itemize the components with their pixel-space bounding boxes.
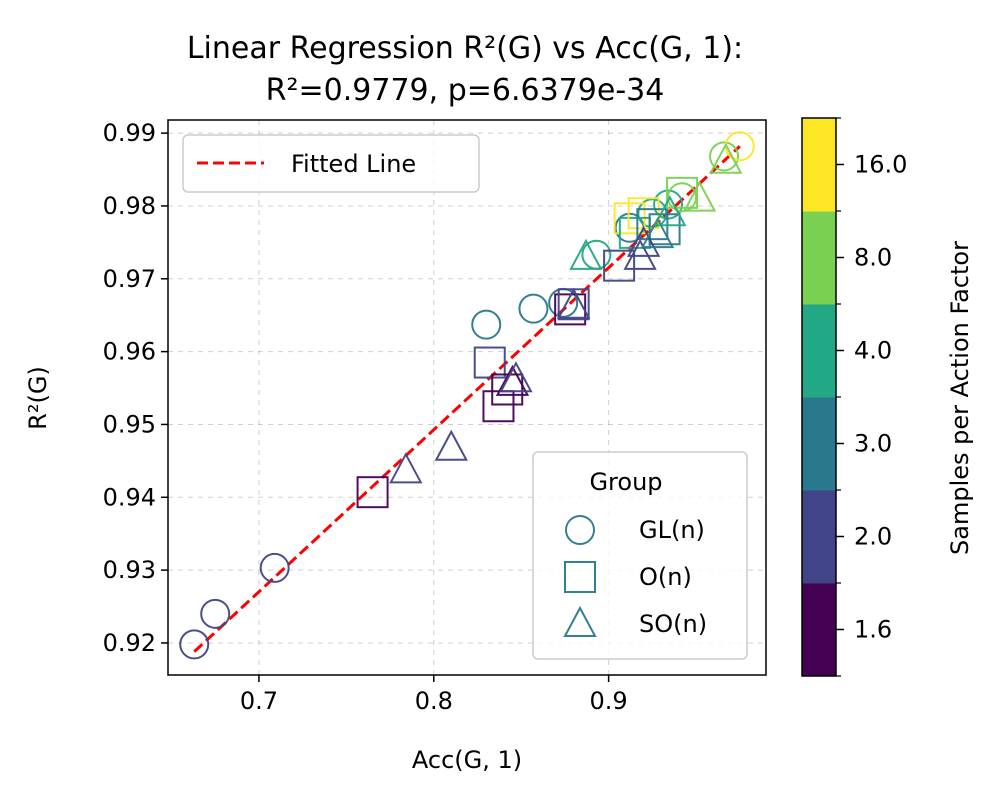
- fit-legend-label: Fitted Line: [291, 150, 416, 178]
- y-tick-label: 0.94: [103, 483, 156, 511]
- so-point: [569, 238, 603, 270]
- colorbar-segment: [802, 397, 836, 491]
- colorbar-segment: [802, 211, 836, 305]
- gl-point: [518, 293, 549, 324]
- fitted-regression-line: [193, 145, 741, 653]
- so-point: [626, 225, 661, 257]
- y-tick-label: 0.96: [103, 338, 156, 366]
- so-point: [653, 195, 687, 227]
- y-tick-label: 0.93: [103, 556, 156, 584]
- colorbar-tick-label: 2.0: [854, 523, 892, 551]
- o-point: [648, 213, 681, 246]
- colorbar-tick-label: 1.6: [854, 616, 892, 644]
- so-point: [389, 452, 423, 484]
- colorbar-segment: [802, 583, 836, 677]
- y-tick-label: 0.98: [103, 192, 156, 220]
- gl-point: [709, 141, 740, 172]
- so-point: [640, 216, 675, 249]
- colorbar-segment: [802, 118, 836, 212]
- group-legend: Group GL(n) O(n) SO(n): [532, 451, 748, 660]
- colorbar-tick-label: 4.0: [854, 337, 892, 365]
- legend-marker-square: [564, 561, 596, 593]
- so-point: [556, 287, 591, 319]
- o-point: [636, 208, 669, 241]
- colorbar-segment: [802, 304, 836, 398]
- gl-point: [200, 598, 231, 629]
- o-point: [666, 176, 699, 209]
- so-point: [434, 429, 468, 461]
- group-legend-title: Group: [589, 468, 662, 496]
- gl-point: [581, 239, 612, 270]
- so-point: [499, 361, 533, 393]
- o-point: [603, 249, 636, 282]
- legend-marker-triangle: [563, 605, 597, 637]
- chart-title: Linear Regression R²(G) vs Acc(G, 1):: [187, 31, 743, 66]
- x-tick-label: 0.7: [240, 687, 278, 715]
- chart-subtitle: R²=0.9779, p=6.6379e-34: [266, 73, 665, 108]
- legend-entry-label: GL(n): [639, 516, 705, 544]
- colorbar-tick-label: 8.0: [854, 244, 892, 272]
- colorbar-segment: [802, 490, 836, 584]
- so-point: [495, 364, 530, 396]
- legend-marker-circle: [565, 515, 595, 545]
- x-tick-label: 0.8: [415, 687, 453, 715]
- gl-point: [471, 309, 502, 340]
- legend-entry-label: SO(n): [639, 610, 707, 638]
- fit-line-legend: Fitted Line: [182, 134, 480, 193]
- x-axis-label: Acc(G, 1): [412, 746, 522, 774]
- colorbar-label: Samples per Action Factor: [946, 241, 974, 555]
- legend-entry-label: O(n): [639, 563, 692, 591]
- so-point: [682, 180, 717, 212]
- o-point: [491, 373, 524, 406]
- x-tick-label: 0.9: [590, 687, 628, 715]
- group-legend-frame: [532, 451, 748, 660]
- colorbar: 1.6 2.0 3.0 4.0 8.0 16.0: [801, 117, 907, 677]
- fit-legend-frame: [182, 134, 480, 193]
- gl-point: [259, 552, 290, 583]
- o-point: [356, 476, 389, 509]
- y-tick-label: 0.99: [103, 119, 156, 147]
- y-tick-label: 0.97: [103, 265, 156, 293]
- colorbar-tick-label: 3.0: [854, 430, 892, 458]
- colorbar-tick-label: 16.0: [854, 151, 907, 179]
- so-point: [709, 142, 743, 174]
- gl-point: [179, 629, 210, 660]
- y-tick-label: 0.92: [103, 629, 156, 657]
- y-tick-label: 0.95: [103, 410, 156, 438]
- o-point: [473, 346, 506, 379]
- plot-area-frame: [167, 119, 767, 676]
- y-axis-label: R²(G): [24, 366, 52, 430]
